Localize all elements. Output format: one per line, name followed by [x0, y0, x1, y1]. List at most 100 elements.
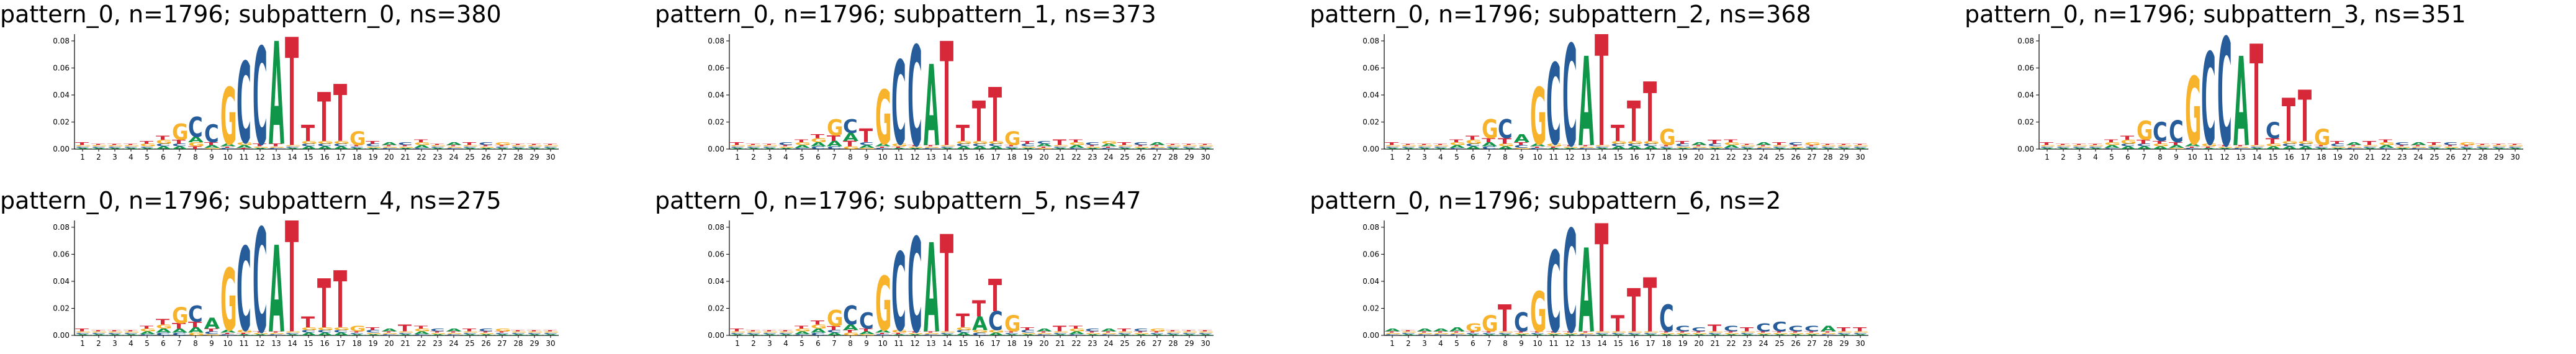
logo-letter-A: A [301, 146, 317, 150]
logo-letter-T: T [495, 331, 509, 333]
logo-letter-A: A [1837, 147, 1852, 149]
logo-letter-T: T [414, 325, 428, 330]
logo-letter-A: A [124, 147, 139, 149]
logo-letter-T: T [1449, 331, 1464, 333]
logo-letter-G: G [543, 331, 560, 333]
logo-letter-A: A [188, 325, 204, 334]
logo-letter-G: G [778, 146, 795, 148]
logo-letter-A: A [2153, 146, 2168, 150]
logo-letter-C: C [462, 146, 477, 148]
logo-letter-C: C [1166, 146, 1181, 148]
y-tick-label: 0.08 [1362, 223, 1379, 232]
x-tick-label: 5 [145, 339, 150, 348]
logo-letter-A: A [1708, 147, 1723, 149]
logo-letter-A: A [1546, 147, 1562, 149]
x-tick-label: 30 [1855, 153, 1865, 161]
logo-letter-A: A [1498, 146, 1513, 150]
panel-title: pattern_0, n=1796; subpattern_6, ns=2 [1310, 187, 1781, 214]
logo-letter-T: T [1037, 146, 1051, 148]
logo-letter-G: G [1020, 146, 1037, 148]
logo-letter-G: G [188, 332, 205, 337]
logo-letter-C: C [1562, 16, 1577, 178]
x-tick-label: 17 [336, 339, 345, 348]
logo-letter-C: C [75, 332, 90, 334]
logo-letter-A: A [1482, 141, 1498, 148]
logo-letter-A: A [1117, 334, 1133, 335]
logo-letter-A: A [795, 144, 810, 148]
x-tick-label: 1 [80, 339, 85, 348]
logo-letter-G: G [1756, 146, 1773, 148]
logo-letter-A: A [811, 327, 827, 334]
logo-letter-G: G [75, 331, 92, 333]
x-tick-label: 3 [2077, 153, 2082, 161]
x-tick-label: 16 [320, 153, 329, 161]
logo-letter-G: G [1611, 140, 1628, 145]
logo-letter-T: T [382, 145, 396, 147]
logo-letter-G: G [1595, 145, 1611, 147]
logo-letter-A: A [269, 14, 284, 178]
x-tick-label: 23 [1742, 153, 1752, 161]
logo-letter-A: A [1037, 328, 1052, 332]
y-tick-label: 0.06 [53, 250, 70, 258]
logo-letter-G: G [891, 143, 908, 147]
logo-letter-T: T [172, 138, 186, 145]
logo-letter-T: T [1085, 145, 1099, 147]
logo-letter-C: C [2104, 147, 2119, 149]
logo-letter-G: G [1804, 142, 1821, 146]
logo-letter-T: T [2411, 145, 2425, 147]
x-tick-label: 27 [1807, 339, 1816, 348]
logo-letter-T: T [1724, 331, 1738, 333]
logo-letter-C: C [1821, 334, 1835, 335]
x-tick-label: 18 [352, 339, 361, 348]
x-tick-label: 1 [2045, 153, 2050, 161]
logo-letter-C: C [1530, 147, 1545, 149]
logo-letter-A: A [891, 147, 907, 149]
logo-letter-G: G [1853, 145, 1870, 147]
x-tick-label: 13 [271, 153, 281, 161]
logo-letter-A: A [236, 144, 252, 148]
x-tick-label: 14 [1597, 339, 1606, 348]
logo-letter-C: C [446, 147, 461, 149]
logo-letter-G: G [91, 145, 108, 147]
x-tick-label: 22 [417, 153, 426, 161]
y-tick-label: 0.00 [708, 145, 724, 153]
logo-letter-C: C [1182, 332, 1197, 334]
x-tick-label: 9 [209, 339, 214, 348]
logo-letter-C: C [2072, 146, 2087, 148]
logo-letter-A: A [1198, 147, 1214, 149]
x-tick-label: 26 [481, 339, 490, 348]
logo-letter-G: G [940, 331, 957, 333]
logo-letter-C: C [1482, 146, 1497, 150]
logo-letter-C: C [1053, 332, 1068, 334]
logo-letter-T: T [1514, 331, 1528, 333]
logo-letter-A: A [1788, 334, 1804, 335]
logo-letter-G: G [2314, 125, 2331, 151]
logo-letter-T: T [1756, 331, 1770, 333]
x-tick-label: 24 [1104, 153, 1113, 161]
logo-letter-T: T [124, 330, 138, 332]
logo-letter-G: G [730, 331, 747, 333]
logo-letter-C: C [1675, 324, 1690, 333]
logo-letter-A: A [2088, 147, 2104, 149]
logo-letter-T: T [1821, 143, 1835, 145]
logo-letter-C: C [1037, 334, 1052, 335]
logo-letter-A: A [398, 147, 413, 149]
x-tick-label: 2 [1406, 339, 1411, 348]
x-tick-label: 8 [1503, 153, 1508, 161]
y-tick-label: 0.02 [1362, 304, 1379, 312]
logo-letter-C: C [1069, 334, 1084, 335]
logo-letter-T: T [2362, 140, 2377, 147]
logo-letter-T: T [811, 133, 825, 140]
x-tick-label: 28 [513, 339, 523, 348]
logo-letter-C: C [2411, 147, 2426, 149]
logo-letter-G: G [1643, 140, 1660, 145]
logo-letter-T: T [1595, 194, 1608, 354]
logo-letter-A: A [1691, 142, 1707, 146]
logo-letter-G: G [1385, 332, 1402, 334]
logo-letter-C: C [778, 142, 793, 146]
logo-letter-T: T [891, 332, 906, 334]
logo-letter-A: A [1562, 334, 1578, 335]
logo-letter-T: T [317, 79, 331, 157]
logo-letter-C: C [1740, 332, 1755, 334]
logo-letter-T: T [2266, 137, 2280, 145]
